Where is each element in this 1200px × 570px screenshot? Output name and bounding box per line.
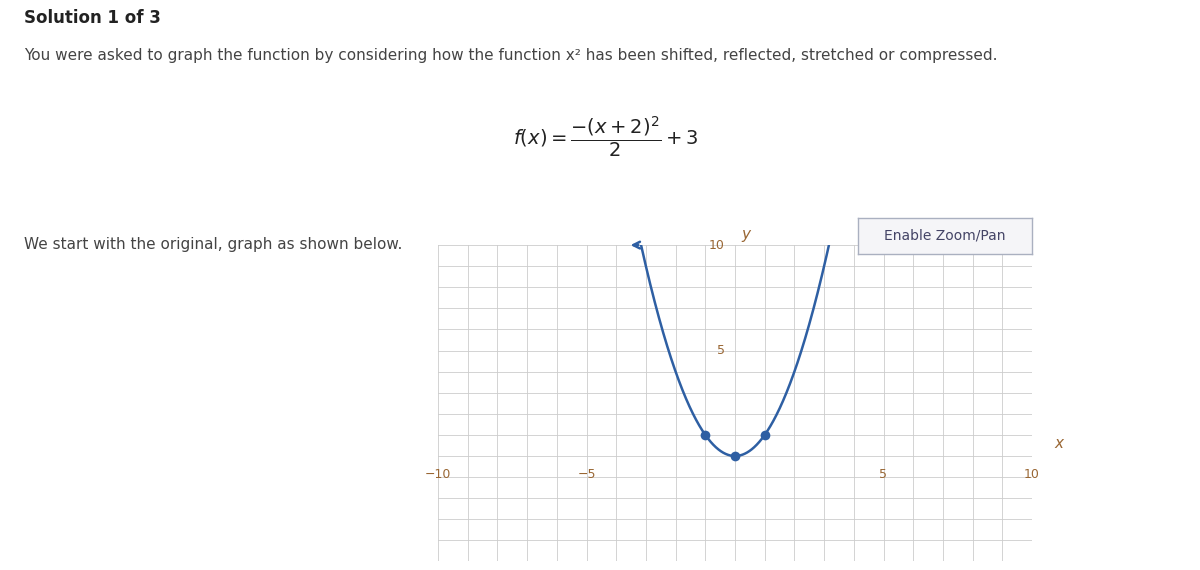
- Text: You were asked to graph the function by considering how the function x² has been: You were asked to graph the function by …: [24, 48, 997, 63]
- Text: Enable Zoom/Pan: Enable Zoom/Pan: [884, 229, 1006, 243]
- Text: −10: −10: [425, 467, 451, 481]
- Text: 10: 10: [709, 239, 725, 251]
- Text: 5: 5: [880, 467, 888, 481]
- Text: $f(x) = \dfrac{-(x + 2)^2}{2} + 3$: $f(x) = \dfrac{-(x + 2)^2}{2} + 3$: [514, 114, 698, 159]
- Text: 10: 10: [1024, 467, 1040, 481]
- Text: −5: −5: [577, 467, 595, 481]
- Text: We start with the original, graph as shown below.: We start with the original, graph as sho…: [24, 237, 402, 251]
- Text: 5: 5: [716, 344, 725, 357]
- Text: Solution 1 of 3: Solution 1 of 3: [24, 9, 161, 27]
- Text: x: x: [1055, 435, 1063, 451]
- Text: y: y: [740, 227, 750, 242]
